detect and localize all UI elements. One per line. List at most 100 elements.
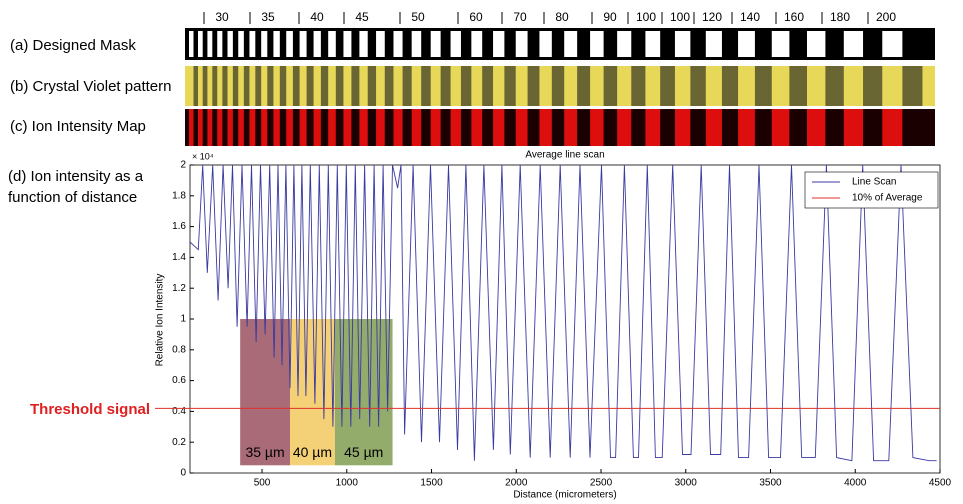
ion-stripe: [431, 109, 441, 146]
ion-stripe: [198, 109, 203, 146]
cv-stripe: [577, 66, 590, 106]
cv-stripe: [385, 66, 394, 106]
ion-stripe: [343, 109, 351, 146]
cv-stripe: [244, 66, 250, 106]
panel-label: (b) Crystal Violet pattern: [10, 78, 171, 95]
legend-label: Line Scan: [852, 177, 896, 188]
ion-stripe: [706, 109, 722, 146]
cv-stripe: [755, 66, 772, 106]
ion-stripe: [516, 109, 528, 146]
cv-stripe: [660, 66, 675, 106]
mask-label: 80: [555, 10, 569, 24]
cv-stripe: [482, 66, 493, 106]
ion-stripe: [882, 109, 902, 146]
cv-stripe: [461, 66, 471, 106]
y-tick-label: 1.6: [172, 221, 186, 232]
mask-label: 45: [355, 10, 369, 24]
ion-stripe: [300, 109, 307, 146]
mask-stripe: [393, 31, 402, 57]
figure: (a) Designed Mask (b) Crystal Violet pat…: [0, 0, 963, 504]
cv-stripe: [222, 66, 227, 106]
y-tick-label: 0: [180, 468, 186, 479]
y-tick-label: 0.6: [172, 375, 186, 386]
cv-stripe: [902, 66, 922, 106]
cv-stripe: [233, 66, 238, 106]
y-tick-label: 0.2: [172, 437, 186, 448]
mask-label: 100: [636, 10, 656, 24]
mask-stripe: [207, 31, 212, 57]
cv-stripe: [690, 66, 705, 106]
ion-stripe: [645, 109, 660, 146]
ion-stripe: [807, 109, 825, 146]
annotation: Threshold signal: [30, 401, 150, 418]
y-tick-label: 1.8: [172, 190, 186, 201]
mask-stripe: [431, 31, 441, 57]
x-tick-label: 2000: [505, 478, 528, 489]
cv-stripe: [604, 66, 618, 106]
mask-stripe: [314, 31, 321, 57]
x-tick-label: 4500: [929, 478, 952, 489]
cv-stripe: [403, 66, 412, 106]
mask-label: 120: [702, 10, 722, 24]
region-label: 35 µm: [245, 444, 284, 460]
mask-stripe: [675, 31, 690, 57]
mask-label: 40: [310, 10, 324, 24]
ion-stripe: [539, 109, 551, 146]
mask-stripe: [286, 31, 293, 57]
cv-stripe: [722, 66, 738, 106]
cv-stripe: [528, 66, 540, 106]
mask-label: 100: [670, 10, 690, 24]
ion-stripe: [590, 109, 604, 146]
mask-label: 90: [603, 10, 617, 24]
ion-stripe: [273, 109, 279, 146]
mask-label: 70: [513, 10, 527, 24]
x-tick-label: 3500: [759, 478, 782, 489]
ion-stripe: [286, 109, 293, 146]
mask-stripe: [807, 31, 825, 57]
mask-stripe: [738, 31, 755, 57]
mask-stripe: [844, 31, 863, 57]
cv-stripe: [293, 66, 300, 106]
ion-stripe: [189, 109, 194, 146]
mask-stripe: [198, 31, 203, 57]
ion-stripe: [617, 109, 631, 146]
ion-stripe: [675, 109, 690, 146]
mask-stripe: [645, 31, 660, 57]
x-tick-label: 1500: [420, 478, 443, 489]
ion-stripe: [238, 109, 244, 146]
mask-label: 60: [469, 10, 483, 24]
mask-stripe: [217, 31, 222, 57]
mask-stripe: [590, 31, 604, 57]
cv-stripe: [441, 66, 451, 106]
mask-stripe: [493, 31, 504, 57]
mask-label: 35: [261, 10, 275, 24]
mask-stripe: [359, 31, 367, 57]
cv-stripe: [194, 66, 199, 106]
cv-stripe: [368, 66, 376, 106]
mask-label: 30: [215, 10, 229, 24]
ion-stripe: [393, 109, 402, 146]
cv-stripe: [631, 66, 645, 106]
mask-stripe: [617, 31, 631, 57]
panel-label: (c) Ion Intensity Map: [10, 118, 146, 135]
y-multiplier: × 10⁴: [192, 151, 214, 161]
mask-label: 160: [784, 10, 804, 24]
cv-stripe: [280, 66, 286, 106]
ion-stripe: [844, 109, 863, 146]
image-strips: [185, 28, 935, 146]
panel-label-box: (d) Ion intensity as a function of dista…: [8, 166, 178, 214]
mask-label: 180: [830, 10, 850, 24]
mask-stripe: [376, 31, 385, 57]
ion-stripe: [217, 109, 222, 146]
ion-stripe: [451, 109, 461, 146]
y-axis-label: Relative Ion Intensity: [155, 274, 166, 367]
mask-stripe: [228, 31, 233, 57]
y-tick-label: 1.4: [172, 252, 186, 263]
cv-stripe: [351, 66, 359, 106]
mask-stripe: [772, 31, 790, 57]
cv-stripe: [825, 66, 843, 106]
cv-stripe: [321, 66, 328, 106]
x-tick-label: 3000: [675, 478, 698, 489]
y-tick-label: 0.4: [172, 406, 186, 417]
ion-stripe: [772, 109, 790, 146]
